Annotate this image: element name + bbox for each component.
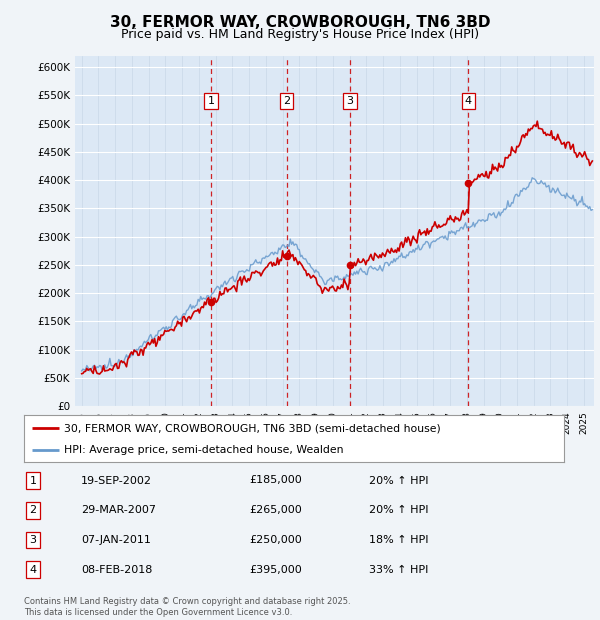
Text: 1: 1 [208, 96, 214, 106]
Text: 33% ↑ HPI: 33% ↑ HPI [369, 565, 428, 575]
Text: 4: 4 [465, 96, 472, 106]
Text: 19-SEP-2002: 19-SEP-2002 [81, 476, 152, 485]
Text: 20% ↑ HPI: 20% ↑ HPI [369, 505, 428, 515]
Text: 29-MAR-2007: 29-MAR-2007 [81, 505, 156, 515]
Text: 3: 3 [29, 535, 37, 545]
Text: 18% ↑ HPI: 18% ↑ HPI [369, 535, 428, 545]
Text: 3: 3 [346, 96, 353, 106]
Text: 07-JAN-2011: 07-JAN-2011 [81, 535, 151, 545]
Text: 2: 2 [29, 505, 37, 515]
Text: £250,000: £250,000 [249, 535, 302, 545]
Text: 4: 4 [29, 565, 37, 575]
Text: £395,000: £395,000 [249, 565, 302, 575]
Text: £185,000: £185,000 [249, 476, 302, 485]
Text: 2: 2 [283, 96, 290, 106]
Text: 30, FERMOR WAY, CROWBOROUGH, TN6 3BD: 30, FERMOR WAY, CROWBOROUGH, TN6 3BD [110, 16, 490, 30]
Text: 30, FERMOR WAY, CROWBOROUGH, TN6 3BD (semi-detached house): 30, FERMOR WAY, CROWBOROUGH, TN6 3BD (se… [65, 423, 441, 433]
Text: Price paid vs. HM Land Registry's House Price Index (HPI): Price paid vs. HM Land Registry's House … [121, 28, 479, 40]
Text: HPI: Average price, semi-detached house, Wealden: HPI: Average price, semi-detached house,… [65, 445, 344, 455]
Text: Contains HM Land Registry data © Crown copyright and database right 2025.
This d: Contains HM Land Registry data © Crown c… [24, 598, 350, 617]
Text: 08-FEB-2018: 08-FEB-2018 [81, 565, 152, 575]
Text: 20% ↑ HPI: 20% ↑ HPI [369, 476, 428, 485]
Text: £265,000: £265,000 [249, 505, 302, 515]
Text: 1: 1 [29, 476, 37, 485]
